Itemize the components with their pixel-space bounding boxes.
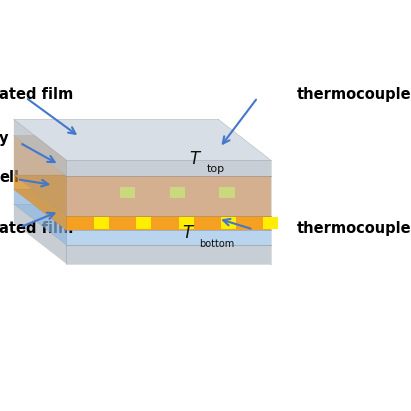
- Polygon shape: [221, 217, 236, 229]
- Polygon shape: [170, 187, 185, 198]
- Polygon shape: [67, 216, 271, 230]
- Polygon shape: [263, 217, 279, 229]
- Text: thermocouple: thermocouple: [297, 222, 411, 236]
- Polygon shape: [67, 176, 271, 216]
- Polygon shape: [67, 245, 271, 264]
- Text: $T$: $T$: [189, 150, 202, 168]
- Polygon shape: [178, 217, 194, 229]
- Polygon shape: [14, 175, 67, 230]
- Polygon shape: [14, 135, 67, 216]
- Text: thermocouple: thermocouple: [297, 87, 411, 102]
- Polygon shape: [67, 230, 271, 245]
- Polygon shape: [14, 189, 67, 245]
- Text: y: y: [0, 131, 9, 146]
- Text: top: top: [207, 164, 225, 174]
- Polygon shape: [67, 160, 271, 176]
- Text: ated film: ated film: [0, 87, 74, 102]
- Polygon shape: [219, 187, 235, 198]
- Polygon shape: [14, 204, 271, 245]
- Polygon shape: [120, 187, 135, 198]
- Polygon shape: [14, 175, 271, 216]
- Polygon shape: [14, 135, 271, 176]
- Text: ated film: ated film: [0, 222, 74, 236]
- Text: $T$: $T$: [182, 224, 195, 242]
- Text: ell: ell: [0, 170, 19, 185]
- Text: bottom: bottom: [199, 238, 235, 249]
- Polygon shape: [14, 119, 67, 176]
- Polygon shape: [14, 204, 67, 264]
- Polygon shape: [94, 217, 109, 229]
- Polygon shape: [14, 189, 271, 230]
- Polygon shape: [14, 119, 271, 160]
- Polygon shape: [136, 217, 151, 229]
